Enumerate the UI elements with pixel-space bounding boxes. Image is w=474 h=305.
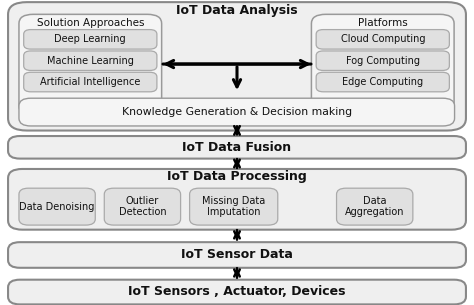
Text: Machine Learning: Machine Learning (47, 56, 134, 66)
Text: Fog Computing: Fog Computing (346, 56, 420, 66)
Text: IoT Sensors , Actuator, Devices: IoT Sensors , Actuator, Devices (128, 285, 346, 298)
FancyBboxPatch shape (337, 188, 413, 225)
FancyBboxPatch shape (311, 14, 454, 115)
FancyBboxPatch shape (8, 280, 466, 304)
FancyBboxPatch shape (8, 169, 466, 230)
FancyBboxPatch shape (190, 188, 278, 225)
Text: Missing Data
Imputation: Missing Data Imputation (202, 196, 265, 217)
FancyBboxPatch shape (19, 14, 162, 115)
Text: IoT Sensor Data: IoT Sensor Data (181, 249, 293, 261)
Text: IoT Data Fusion: IoT Data Fusion (182, 141, 292, 154)
FancyBboxPatch shape (316, 72, 449, 92)
Text: IoT Data Processing: IoT Data Processing (167, 170, 307, 183)
Text: Solution Approaches: Solution Approaches (36, 18, 144, 28)
FancyBboxPatch shape (316, 51, 449, 70)
FancyBboxPatch shape (19, 188, 95, 225)
Text: Deep Learning: Deep Learning (55, 34, 126, 44)
Text: Platforms: Platforms (358, 18, 408, 28)
FancyBboxPatch shape (19, 98, 455, 126)
FancyBboxPatch shape (8, 136, 466, 159)
Text: Data
Aggregation: Data Aggregation (345, 196, 404, 217)
Text: Edge Computing: Edge Computing (342, 77, 423, 87)
Text: Knowledge Generation & Decision making: Knowledge Generation & Decision making (122, 107, 352, 117)
FancyBboxPatch shape (24, 72, 157, 92)
Text: Cloud Computing: Cloud Computing (340, 34, 425, 44)
Text: Artificial Intelligence: Artificial Intelligence (40, 77, 140, 87)
FancyBboxPatch shape (8, 242, 466, 268)
Text: Data Denoising: Data Denoising (19, 202, 95, 212)
FancyBboxPatch shape (8, 2, 466, 131)
Text: IoT Data Analysis: IoT Data Analysis (176, 4, 298, 17)
FancyBboxPatch shape (316, 30, 449, 49)
FancyBboxPatch shape (104, 188, 181, 225)
FancyBboxPatch shape (24, 30, 157, 49)
Text: Outlier
Detection: Outlier Detection (118, 196, 166, 217)
FancyBboxPatch shape (24, 51, 157, 70)
